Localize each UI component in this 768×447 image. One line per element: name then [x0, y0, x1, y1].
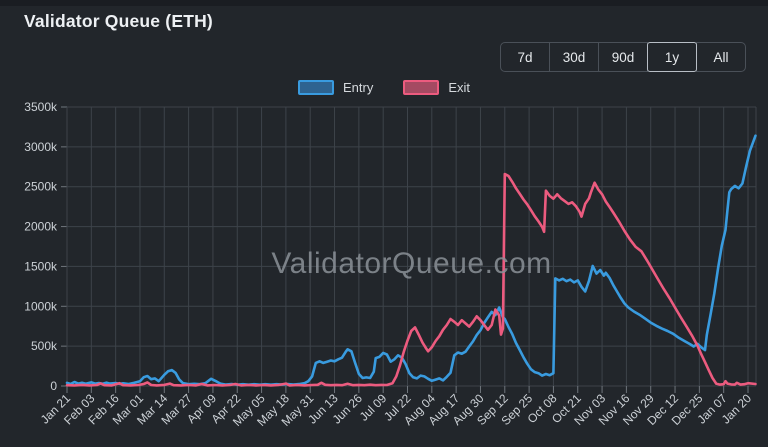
page-title: Validator Queue (ETH) [24, 11, 213, 31]
svg-text:0: 0 [50, 379, 57, 393]
legend-item-exit[interactable]: Exit [403, 80, 470, 95]
legend-swatch-entry-icon [297, 80, 334, 95]
legend-label-entry: Entry [342, 80, 374, 95]
range-buttons: 7d 30d 90d 1y All [500, 42, 746, 72]
window-top-edge [0, 0, 768, 6]
legend-item-entry[interactable]: Entry [297, 80, 374, 95]
svg-text:3000k: 3000k [24, 140, 58, 154]
svg-text:2000k: 2000k [24, 220, 58, 234]
svg-text:Jul 09: Jul 09 [357, 391, 390, 424]
range-button-1y[interactable]: 1y [647, 42, 697, 72]
svg-text:500k: 500k [31, 339, 58, 353]
legend-label-exit: Exit [448, 80, 470, 95]
legend-swatch-exit-icon [403, 80, 440, 95]
svg-text:2500k: 2500k [24, 180, 58, 194]
svg-text:1500k: 1500k [24, 259, 58, 273]
chart-legend: Entry Exit [0, 80, 768, 95]
svg-text:1000k: 1000k [24, 299, 58, 313]
svg-text:3500k: 3500k [24, 100, 58, 114]
